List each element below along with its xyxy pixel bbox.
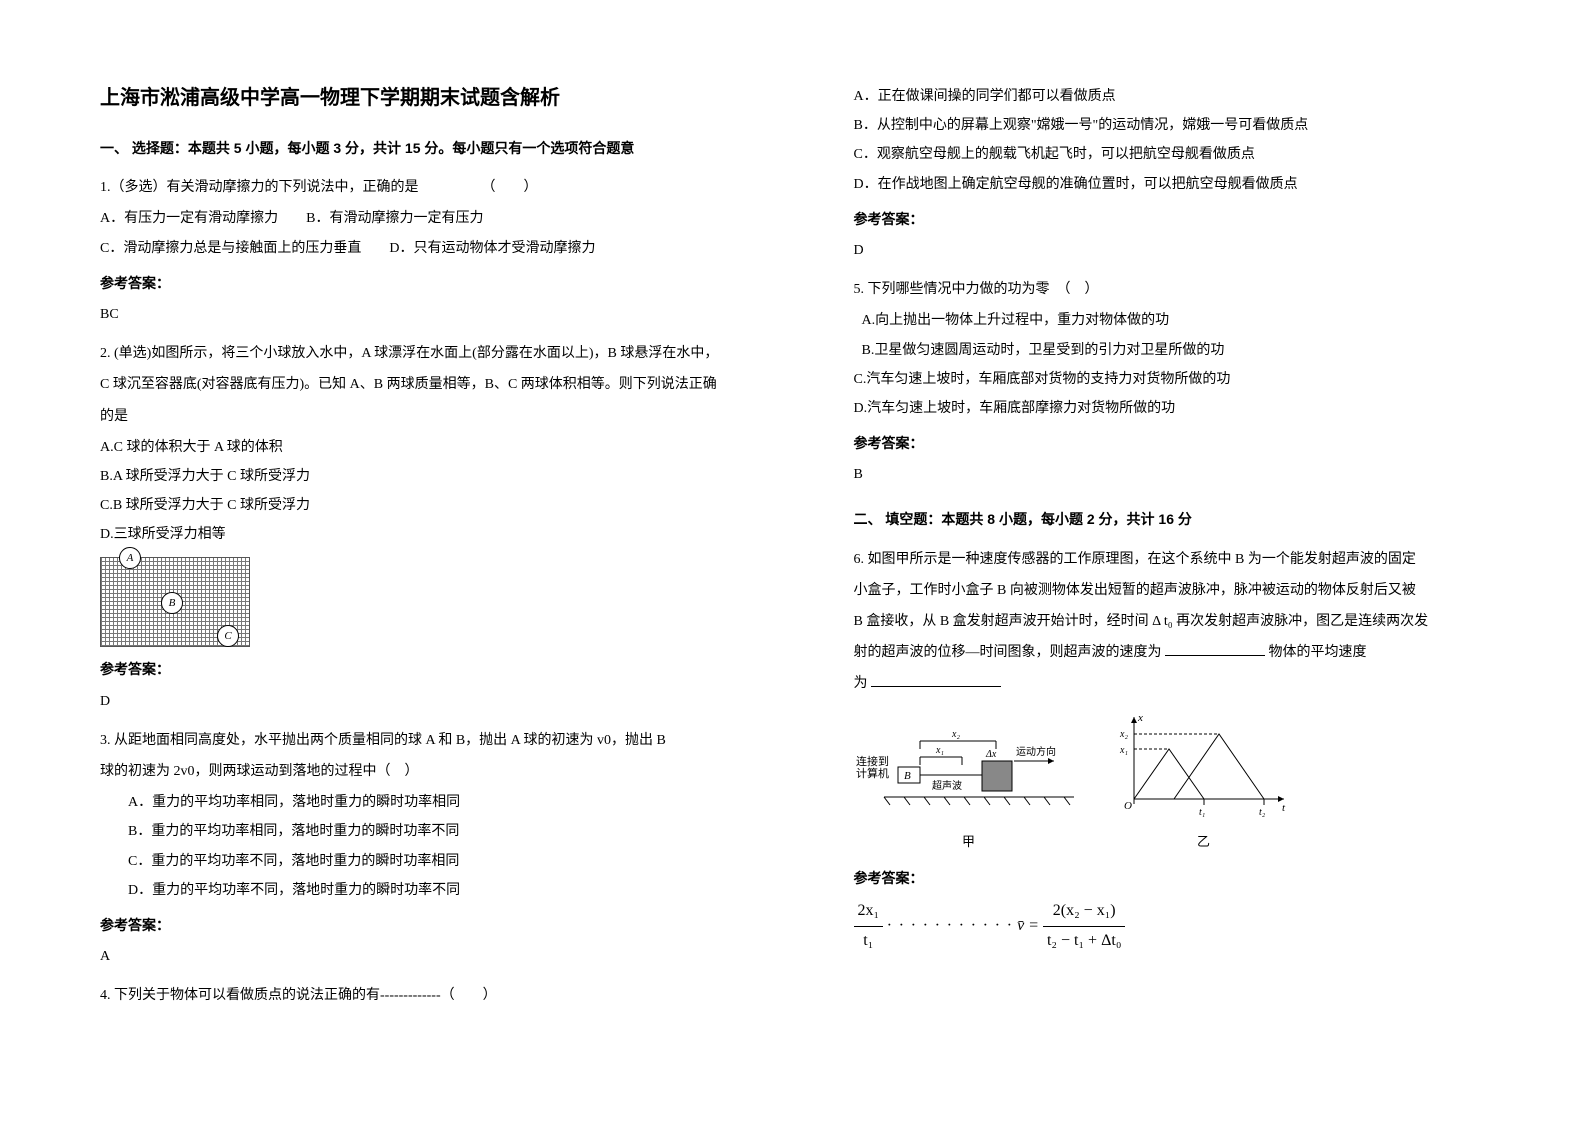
q3-ans-label: 参考答案： (100, 913, 734, 938)
axis-origin: O (1124, 800, 1132, 812)
q3-opt-b: B．重力的平均功率相同，落地时重力的瞬时功率不同 (100, 819, 734, 844)
axis-t-label: t (1282, 802, 1286, 814)
graph-t1: t₁ (1199, 807, 1205, 818)
q1-row-cd: C．滑动摩擦力总是与接触面上的压力垂直 D．只有运动物体才受滑动摩擦力 (100, 236, 734, 261)
q6-line5a: 为 (854, 676, 868, 691)
q5-stem: 5. 下列哪些情况中力做的功为零 （ ） (854, 277, 1488, 302)
q3-opt-a: A．重力的平均功率相同，落地时重力的瞬时功率相同 (100, 790, 734, 815)
page-title: 上海市淞浦高级中学高一物理下学期期末试题含解析 (100, 80, 734, 116)
q3-opt-d: D．重力的平均功率不同，落地时重力的瞬时功率不同 (100, 878, 734, 903)
q6-line4b: 物体的平均速度 (1269, 645, 1367, 660)
q4-opt-a: A．正在做课间操的同学们都可以看做质点 (854, 84, 1488, 109)
xt-graph-icon: x t O x₁ x₂ t₁ t₂ (1114, 709, 1294, 819)
question-3: 3. 从距地面相同高度处，水平抛出两个质量相同的球 A 和 B，抛出 A 球的初… (100, 728, 734, 970)
fig-label-wave: 超声波 (932, 779, 962, 792)
q6-line3: B 盒接收，从 B 盒发射超声波开始计时，经时间 Δ t₀ 再次发射超声波脉冲，… (854, 609, 1488, 634)
q6-line4a: 射的超声波的位移—时间图象，则超声波的速度为 (854, 645, 1162, 660)
q6-figures: 连接到 计算机 B 超声波 运动方向 x₂ x₁ Δx (854, 709, 1488, 854)
q6-blank-2 (871, 673, 1001, 687)
right-column: A．正在做课间操的同学们都可以看做质点 B．从控制中心的屏幕上观察"嫦娥一号"的… (794, 0, 1587, 1122)
q2-answer: D (100, 689, 734, 714)
q1-answer: BC (100, 302, 734, 327)
q6-ans-label: 参考答案： (854, 866, 1488, 891)
q6-line1: 6. 如图甲所示是一种速度传感器的工作原理图，在这个系统中 B 为一个能发射超声… (854, 547, 1488, 572)
q5-opt-d: D.汽车匀速上坡时，车厢底部摩擦力对货物所做的功 (854, 396, 1488, 421)
q6-blank-1 (1165, 642, 1265, 656)
q1-ans-label: 参考答案： (100, 271, 734, 296)
q3-stem-1: 3. 从距地面相同高度处，水平抛出两个质量相同的球 A 和 B，抛出 A 球的初… (100, 728, 734, 753)
ball-b-label: B (161, 592, 183, 614)
q1-opt-d: D．只有运动物体才受滑动摩擦力 (389, 241, 595, 256)
q4-stem: 4. 下列关于物体可以看做质点的说法正确的有-------------（ ） (100, 983, 734, 1008)
graph-x2: x₂ (1119, 729, 1128, 740)
frac-1-num: 2x₁ (854, 897, 884, 927)
q4-opt-d: D．在作战地图上确定航空母舰的准确位置时，可以把航空母舰看做质点 (854, 172, 1488, 197)
q6-fig-right: x t O x₁ x₂ t₁ t₂ 乙 (1114, 709, 1294, 854)
q3-stem-2: 球的初速为 2v0，则两球运动到落地的过程中（ ） (100, 759, 734, 784)
q6-line4: 射的超声波的位移—时间图象，则超声波的速度为 物体的平均速度 (854, 640, 1488, 665)
q2-opt-c: C.B 球所受浮力大于 C 球所受浮力 (100, 493, 734, 518)
fig-label-x1: x₁ (935, 745, 944, 756)
q1-row-ab: A．有压力一定有滑动摩擦力 B．有滑动摩擦力一定有压力 (100, 206, 734, 231)
section-1-heading: 一、 选择题：本题共 5 小题，每小题 3 分，共计 15 分。每小题只有一个选… (100, 136, 734, 161)
q5-opt-a: A.向上抛出一物体上升过程中，重力对物体做的功 (854, 308, 1488, 333)
q5-opt-c: C.汽车匀速上坡时，车厢底部对货物的支持力对货物所做的功 (854, 367, 1488, 392)
q5-opt-b: B.卫星做匀速圆周运动时，卫星受到的引力对卫星所做的功 (854, 338, 1488, 363)
graph-x1: x₁ (1119, 745, 1128, 756)
question-4-stem: 4. 下列关于物体可以看做质点的说法正确的有-------------（ ） (100, 983, 734, 1008)
question-5: 5. 下列哪些情况中力做的功为零 （ ） A.向上抛出一物体上升过程中，重力对物… (854, 277, 1488, 487)
frac-2-den: t₂ − t₁ + Δt₀ (1043, 927, 1125, 956)
graph-t2: t₂ (1259, 807, 1266, 818)
formula-dots: · · · · · · · · · · · (887, 917, 1013, 934)
q2-opt-b: B.A 球所受浮力大于 C 球所受浮力 (100, 464, 734, 489)
frac-2: 2(x₂ − x₁) t₂ − t₁ + Δt₀ (1043, 897, 1125, 956)
frac-2-num: 2(x₂ − x₁) (1043, 897, 1125, 927)
axis-x-label: x (1137, 712, 1143, 724)
q4-opt-b: B．从控制中心的屏幕上观察"嫦娥一号"的运动情况，嫦娥一号可看做质点 (854, 113, 1488, 138)
q2-stem-1: 2. (单选)如图所示，将三个小球放入水中，A 球漂浮在水面上(部分露在水面以上… (100, 341, 734, 366)
q1-opt-a: A．有压力一定有滑动摩擦力 (100, 211, 278, 226)
q5-ans-label: 参考答案： (854, 431, 1488, 456)
q3-answer: A (100, 944, 734, 969)
q1-stem: 1.（多选）有关滑动摩擦力的下列说法中，正确的是 （ ） (100, 175, 734, 200)
q2-stem-3: 的是 (100, 404, 734, 429)
q6-fig-left: 连接到 计算机 B 超声波 运动方向 x₂ x₁ Δx (854, 719, 1084, 854)
ball-c-label: C (217, 625, 239, 647)
question-6: 6. 如图甲所示是一种速度传感器的工作原理图，在这个系统中 B 为一个能发射超声… (854, 547, 1488, 956)
q2-stem-2: C 球沉至容器底(对容器底有压力)。已知 A、B 两球质量相等，B、C 两球体积… (100, 372, 734, 397)
fig-label-link1: 连接到 (856, 755, 889, 768)
q5-answer: B (854, 462, 1488, 487)
formula-vbar: v̄ = (1017, 917, 1039, 934)
question-2: 2. (单选)如图所示，将三个小球放入水中，A 球漂浮在水面上(部分露在水面以上… (100, 341, 734, 714)
q6-line2: 小盒子，工作时小盒子 B 向被测物体发出短暂的超声波脉冲，脉冲被运动的物体反射后… (854, 578, 1488, 603)
q1-opt-c: C．滑动摩擦力总是与接触面上的压力垂直 (100, 241, 361, 256)
q2-opt-d: D.三球所受浮力相等 (100, 522, 734, 547)
frac-1-den: t₁ (854, 927, 884, 956)
q1-opt-b: B．有滑动摩擦力一定有压力 (306, 211, 483, 226)
frac-1: 2x₁ t₁ (854, 897, 884, 956)
q4-answer: D (854, 238, 1488, 263)
q2-ans-label: 参考答案： (100, 657, 734, 682)
sensor-diagram-icon: 连接到 计算机 B 超声波 运动方向 x₂ x₁ Δx (854, 719, 1084, 819)
fig-label-dir: 运动方向 (1016, 745, 1056, 758)
fig-label-dx: Δx (985, 749, 997, 760)
fig-label-b: B (904, 770, 911, 782)
q3-opt-c: C．重力的平均功率不同，落地时重力的瞬时功率相同 (100, 849, 734, 874)
q6-line5: 为 (854, 671, 1488, 696)
q4-ans-label: 参考答案： (854, 207, 1488, 232)
q4-opt-c: C．观察航空母舰上的舰载飞机起飞时，可以把航空母舰看做质点 (854, 142, 1488, 167)
fig-label-link2: 计算机 (856, 766, 889, 780)
fig-label-x2: x₂ (951, 729, 960, 740)
q2-opt-a: A.C 球的体积大于 A 球的体积 (100, 435, 734, 460)
fig-caption-2: 乙 (1114, 830, 1294, 853)
left-column: 上海市淞浦高级中学高一物理下学期期末试题含解析 一、 选择题：本题共 5 小题，… (0, 0, 794, 1122)
q2-diagram: A B C (100, 557, 250, 647)
question-1: 1.（多选）有关滑动摩擦力的下列说法中，正确的是 （ ） A．有压力一定有滑动摩… (100, 175, 734, 327)
fig-caption-1: 甲 (854, 830, 1084, 853)
ball-a-label: A (119, 547, 141, 569)
q6-answer-formula: 2x₁ t₁ · · · · · · · · · · · v̄ = 2(x₂ −… (854, 897, 1488, 956)
section-2-heading: 二、 填空题：本题共 8 小题，每小题 2 分，共计 16 分 (854, 507, 1488, 532)
